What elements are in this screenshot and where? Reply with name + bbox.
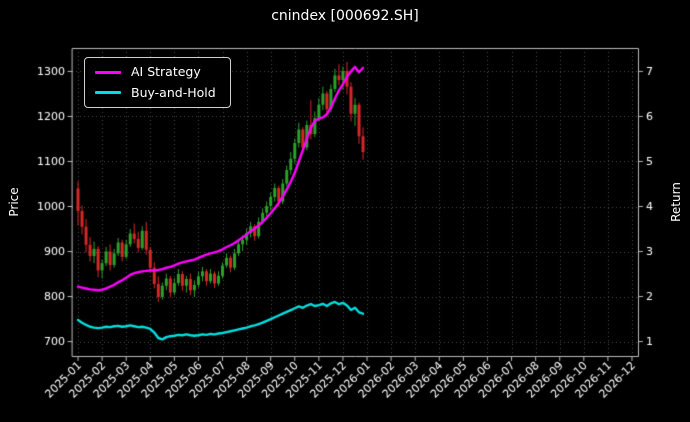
legend-item-buy-and-hold: Buy-and-Hold <box>95 84 216 100</box>
ai-strategy-line-swatch <box>95 70 121 74</box>
legend-item-ai-strategy: AI Strategy <box>95 64 216 79</box>
legend: AI Strategy Buy-and-Hold <box>84 57 231 108</box>
legend-label-ai-strategy: AI Strategy <box>131 64 201 79</box>
legend-label-buy-and-hold: Buy-and-Hold <box>131 84 216 100</box>
y-axis-label-price: Price <box>7 187 21 217</box>
buy-and-hold-line-swatch <box>95 91 121 95</box>
chart-title: cnindex [000692.SH] <box>271 8 419 24</box>
y-axis-label-return: Return <box>669 182 683 222</box>
